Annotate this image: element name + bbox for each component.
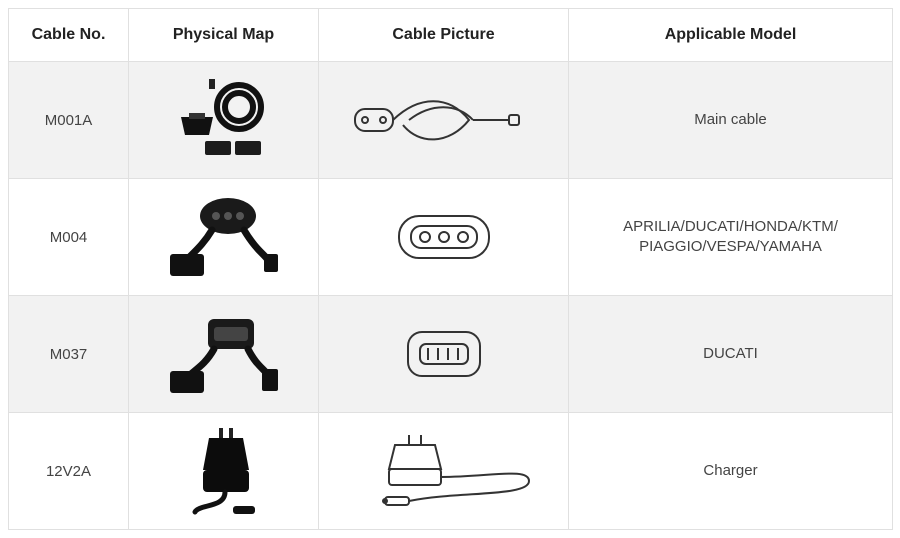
col-header-applicable-model: Applicable Model bbox=[569, 9, 893, 62]
cable-picture-cell bbox=[319, 296, 569, 413]
physical-map-cell bbox=[129, 62, 319, 179]
col-header-cable-picture: Cable Picture bbox=[319, 9, 569, 62]
main-cable-photo-icon bbox=[133, 68, 314, 172]
physical-map-cell bbox=[129, 179, 319, 296]
physical-map-cell bbox=[129, 413, 319, 530]
m004-line-icon bbox=[323, 185, 564, 289]
cable-no-cell: 12V2A bbox=[9, 413, 129, 530]
cable-picture-cell bbox=[319, 179, 569, 296]
col-header-physical-map: Physical Map bbox=[129, 9, 319, 62]
table-row: 12V2A bbox=[9, 413, 893, 530]
applicable-model-cell: Main cable bbox=[569, 62, 893, 179]
cable-no-cell: M037 bbox=[9, 296, 129, 413]
applicable-text: DUCATI bbox=[573, 344, 888, 364]
cable-no-cell: M004 bbox=[9, 179, 129, 296]
applicable-model-cell: Charger bbox=[569, 413, 893, 530]
table-row: M037 bbox=[9, 296, 893, 413]
applicable-text: Charger bbox=[573, 461, 888, 481]
applicable-text: Main cable bbox=[573, 110, 888, 130]
physical-map-cell bbox=[129, 296, 319, 413]
table-row: M004 bbox=[9, 179, 893, 296]
main-cable-line-icon bbox=[323, 68, 564, 172]
table-row: M001A bbox=[9, 62, 893, 179]
cable-table: Cable No. Physical Map Cable Picture App… bbox=[8, 8, 893, 530]
applicable-model-cell: DUCATI bbox=[569, 296, 893, 413]
cable-picture-cell bbox=[319, 62, 569, 179]
m037-line-icon bbox=[323, 302, 564, 406]
cable-picture-cell bbox=[319, 413, 569, 530]
m004-photo-icon bbox=[133, 185, 314, 289]
col-header-cable-no: Cable No. bbox=[9, 9, 129, 62]
m037-photo-icon bbox=[133, 302, 314, 406]
cable-no-cell: M001A bbox=[9, 62, 129, 179]
charger-photo-icon bbox=[133, 419, 314, 523]
applicable-text: APRILIA/DUCATI/HONDA/KTM/ PIAGGIO/VESPA/… bbox=[573, 217, 888, 258]
charger-line-icon bbox=[323, 419, 564, 523]
table-header-row: Cable No. Physical Map Cable Picture App… bbox=[9, 9, 893, 62]
applicable-model-cell: APRILIA/DUCATI/HONDA/KTM/ PIAGGIO/VESPA/… bbox=[569, 179, 893, 296]
